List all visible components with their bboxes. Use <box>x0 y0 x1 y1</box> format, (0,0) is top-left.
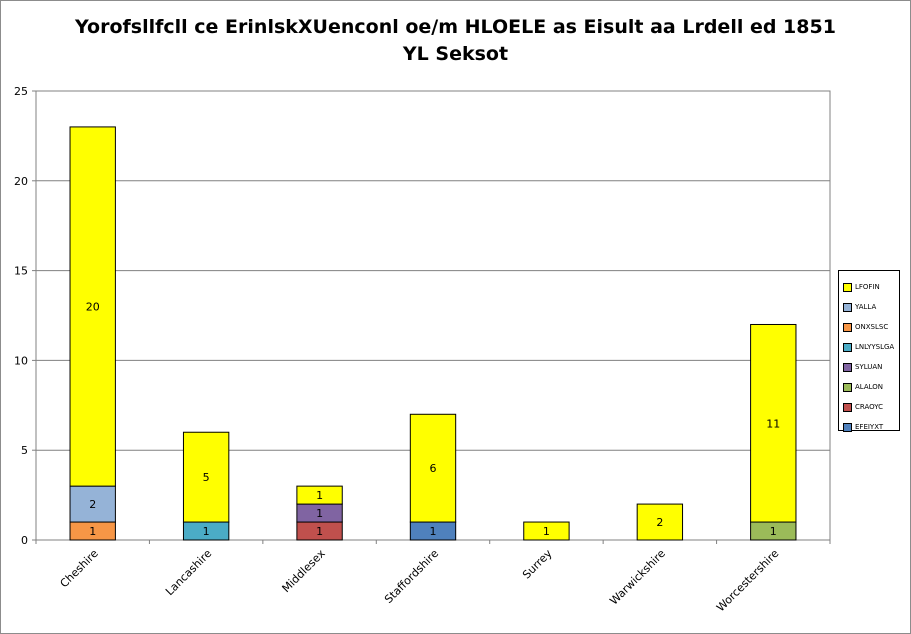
legend: LFOFIN YALLA ONXSLSC LNLYYSLGA SYLUAN ALALON C… <box>838 270 900 432</box>
y-tick-label: 25 <box>14 85 28 98</box>
x-tick-label: Middlesex <box>279 547 328 596</box>
data-label: 11 <box>766 417 780 430</box>
legend-label: ALALON <box>855 383 884 391</box>
x-tick-label: Surrey <box>520 547 555 582</box>
legend-item: EFEIYXT <box>843 417 899 437</box>
data-label: 1 <box>316 525 323 538</box>
y-tick-label: 15 <box>14 265 28 278</box>
legend-swatch <box>843 302 852 312</box>
legend-label: ONXSLSC <box>855 323 889 331</box>
legend-item: CRAOYC <box>843 397 899 417</box>
data-label: 2 <box>89 498 96 511</box>
legend-swatch <box>843 282 852 292</box>
legend-swatch <box>843 422 852 432</box>
legend-swatch <box>843 382 852 392</box>
legend-label: CRAOYC <box>855 403 884 411</box>
data-label: 2 <box>656 516 663 529</box>
legend-swatch <box>843 402 852 412</box>
bar-segment <box>636 503 684 541</box>
y-tick-label: 10 <box>14 354 28 367</box>
x-tick-label: Lancashire <box>163 547 214 598</box>
data-label: 1 <box>770 525 777 538</box>
legend-item: ALALON <box>843 377 899 397</box>
legend-label: LNLYYSLGA <box>855 343 895 351</box>
x-tick-label: Worcestershire <box>714 547 781 614</box>
x-tick-label: Warwickshire <box>607 547 668 608</box>
chart-title-line-2: YL Seksot <box>402 43 509 65</box>
legend-item: SYLUAN <box>843 357 899 377</box>
bar-segment <box>182 431 230 523</box>
legend-swatch <box>843 362 852 372</box>
data-label: 1 <box>543 525 550 538</box>
x-tick-label: Cheshire <box>58 547 101 590</box>
legend-label: YALLA <box>855 303 877 311</box>
chart-title-line-1: Yorofsllfcll ce ErinlskXUenconl oe/m HLO… <box>75 16 836 38</box>
legend-label: LFOFIN <box>855 283 880 291</box>
legend-label: EFEIYXT <box>855 423 884 431</box>
bar-segment <box>750 323 797 523</box>
y-tick-label: 20 <box>14 175 28 188</box>
bar-segment <box>523 521 570 541</box>
legend-swatch <box>843 342 852 352</box>
legend-swatch <box>843 322 852 332</box>
bar-segment <box>296 485 343 505</box>
bar-segment <box>409 413 457 523</box>
data-label: 6 <box>430 462 437 475</box>
data-label: 1 <box>316 507 323 520</box>
legend-item: LNLYYSLGA <box>843 337 899 357</box>
data-label: 1 <box>430 525 437 538</box>
data-label: 1 <box>203 525 210 538</box>
legend-item: ONXSLSC <box>843 317 899 337</box>
legend-item: LFOFIN <box>843 277 899 297</box>
data-label: 20 <box>86 301 100 314</box>
legend-item: YALLA <box>843 297 899 317</box>
bar-segment <box>69 485 116 523</box>
legend-label: SYLUAN <box>855 363 883 371</box>
data-label: 5 <box>203 471 210 484</box>
data-label: 1 <box>316 489 323 502</box>
x-tick-label: Staffordshire <box>382 547 441 606</box>
bar-segment <box>69 126 116 487</box>
chart-title: Yorofsllfcll ce ErinlskXUenconl oe/m HLO… <box>0 14 911 68</box>
y-tick-label: 5 <box>21 444 28 457</box>
y-tick-label: 0 <box>21 534 28 547</box>
data-label: 1 <box>89 525 96 538</box>
